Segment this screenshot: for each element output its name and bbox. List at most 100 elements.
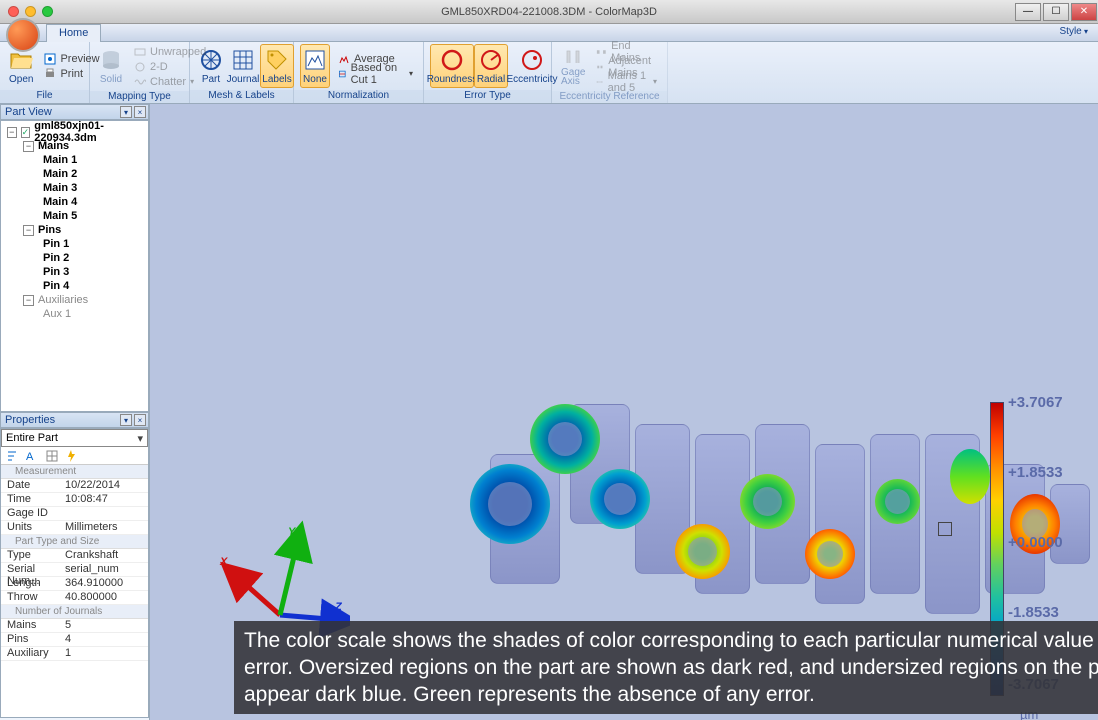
eccentricity-button[interactable]: Eccentricity (508, 44, 556, 88)
part-view-header: Part View ▾× (0, 104, 149, 120)
mac-maximize-button[interactable] (42, 6, 53, 17)
mesh-labels-icon (265, 48, 289, 72)
mac-minimize-button[interactable] (25, 6, 36, 17)
properties-scope-select[interactable]: Entire Part (1, 429, 148, 447)
mesh-journal-button[interactable]: Journal (226, 44, 260, 88)
props-row-mains: Mains5 (1, 619, 148, 633)
props-grid-icon[interactable] (45, 449, 59, 463)
props-pin-button[interactable]: ▾ (120, 414, 132, 426)
left-panel: Part View ▾× −✓gml850xjn01-220934.3dm −M… (0, 104, 150, 720)
two-d-button[interactable]: 2-D (130, 59, 210, 74)
end-mains-icon (596, 46, 607, 58)
ribbon-group-ecc: Gage Axis End Mains Adjacent Mains Mains… (552, 42, 668, 103)
props-row-aux: Auxiliary1 (1, 647, 148, 661)
props-row-date: Date10/22/2014 (1, 479, 148, 493)
props-section-parttype[interactable]: Part Type and Size (1, 535, 148, 549)
ribbon-group-file: Open Preview Print File (0, 42, 90, 103)
scale-label-2: +0.0000 (1008, 534, 1063, 551)
win-close-button[interactable]: ✕ (1071, 3, 1097, 21)
win-maximize-button[interactable]: ☐ (1043, 3, 1069, 21)
ribbon-group-mapping: Solid Unwrapped 2-D Chatter▾ Mapping Typ… (90, 42, 190, 103)
props-row-serial: Serial Num...serial_num (1, 563, 148, 577)
style-dropdown[interactable]: Style (1060, 26, 1088, 37)
unwrapped-icon (134, 46, 146, 58)
mac-window-controls (0, 6, 53, 17)
win-window-controls: — ☐ ✕ (1014, 1, 1098, 23)
props-row-time: Time10:08:47 (1, 493, 148, 507)
props-row-type: TypeCrankshaft (1, 549, 148, 563)
tab-home[interactable]: Home (46, 24, 101, 42)
solid-icon (99, 48, 123, 72)
svg-text:Y: Y (288, 526, 297, 538)
unwrapped-button[interactable]: Unwrapped (130, 44, 210, 59)
svg-text:X: X (219, 556, 228, 568)
tree-root[interactable]: −✓gml850xjn01-220934.3dm (3, 125, 146, 139)
tree-main-4[interactable]: Main 4 (3, 195, 146, 209)
tree-pin-3[interactable]: Pin 3 (3, 265, 146, 279)
open-label: Open (9, 74, 33, 85)
ribbon-label-norm: Normalization (294, 90, 423, 103)
mains-range-button[interactable]: Mains 1 and 5▾ (592, 74, 661, 89)
preview-icon (44, 53, 56, 65)
tree-main-3[interactable]: Main 3 (3, 181, 146, 195)
tree-main-2[interactable]: Main 2 (3, 167, 146, 181)
props-row-units: UnitsMillimeters (1, 521, 148, 535)
svg-text:A: A (26, 451, 34, 463)
props-flash-icon[interactable] (65, 449, 79, 463)
norm-basedon-button[interactable]: Based on Cut 1▾ (334, 66, 417, 81)
properties-toolbar: A (1, 447, 148, 465)
eccentricity-label: Eccentricity (506, 74, 557, 85)
chatter-icon (134, 76, 146, 88)
props-section-journals[interactable]: Number of Journals (1, 605, 148, 619)
ribbon-label-file: File (0, 90, 89, 103)
tree-pin-2[interactable]: Pin 2 (3, 251, 146, 265)
mains-range-icon (596, 76, 603, 88)
svg-text:Z: Z (334, 601, 343, 613)
tree-main-1[interactable]: Main 1 (3, 153, 146, 167)
tree-pin-1[interactable]: Pin 1 (3, 237, 146, 251)
props-row-throw: Throw40.800000 (1, 591, 148, 605)
caption-overlay: The color scale shows the shades of colo… (234, 621, 1098, 714)
part-view-title: Part View (5, 106, 52, 118)
norm-none-button[interactable]: None (300, 44, 330, 88)
tree-aux-1[interactable]: Aux 1 (3, 307, 146, 321)
props-close-button[interactable]: × (134, 414, 146, 426)
adjacent-icon (596, 61, 604, 73)
mesh-journal-icon (231, 48, 255, 72)
mouse-cursor-indicator (938, 522, 952, 536)
roundness-button[interactable]: Roundness (430, 44, 474, 88)
props-az-icon[interactable]: A (25, 449, 39, 463)
gage-axis-button[interactable]: Gage Axis (558, 45, 588, 89)
tree-pin-4[interactable]: Pin 4 (3, 279, 146, 293)
average-icon (338, 53, 350, 65)
props-section-measurement[interactable]: Measurement (1, 465, 148, 479)
mesh-labels-label: Labels (262, 74, 291, 85)
two-d-icon (134, 61, 146, 73)
chatter-button[interactable]: Chatter▾ (130, 74, 210, 89)
mac-close-button[interactable] (8, 6, 19, 17)
gage-axis-label: Gage Axis (561, 68, 585, 86)
ribbon-group-error: Roundness Radial Eccentricity Error Type (424, 42, 552, 103)
norm-none-icon (303, 48, 327, 72)
tree-main-5[interactable]: Main 5 (3, 209, 146, 223)
props-sort-icon[interactable] (5, 449, 19, 463)
tree-pins[interactable]: −Pins (3, 223, 146, 237)
mesh-labels-button[interactable]: Labels (260, 44, 294, 88)
norm-none-label: None (303, 74, 327, 85)
window-title: GML850XRD04-221008.3DM - ColorMap3D (441, 6, 657, 18)
props-row-length: Length364.910000 (1, 577, 148, 591)
radial-button[interactable]: Radial (474, 44, 508, 88)
titlebar: GML850XRD04-221008.3DM - ColorMap3D — ☐ … (0, 0, 1098, 24)
panel-pin-button[interactable]: ▾ (120, 106, 132, 118)
panel-close-button[interactable]: × (134, 106, 146, 118)
scale-label-3: -1.8533 (1008, 604, 1059, 621)
tree-aux[interactable]: −Auxiliaries (3, 293, 146, 307)
viewport-3d[interactable]: Z X Y +3.7067 +1.8533 +0.0000 -1.8533 -3… (150, 104, 1098, 720)
win-minimize-button[interactable]: — (1015, 3, 1041, 21)
ribbon-group-norm: None Average Based on Cut 1▾ Normalizati… (294, 42, 424, 103)
roundness-icon (440, 48, 464, 72)
app-orb-button[interactable] (6, 18, 40, 52)
solid-button[interactable]: Solid (96, 45, 126, 89)
part-tree[interactable]: −✓gml850xjn01-220934.3dm −Mains Main 1 M… (0, 120, 149, 412)
ribbon-label-error: Error Type (424, 90, 551, 103)
